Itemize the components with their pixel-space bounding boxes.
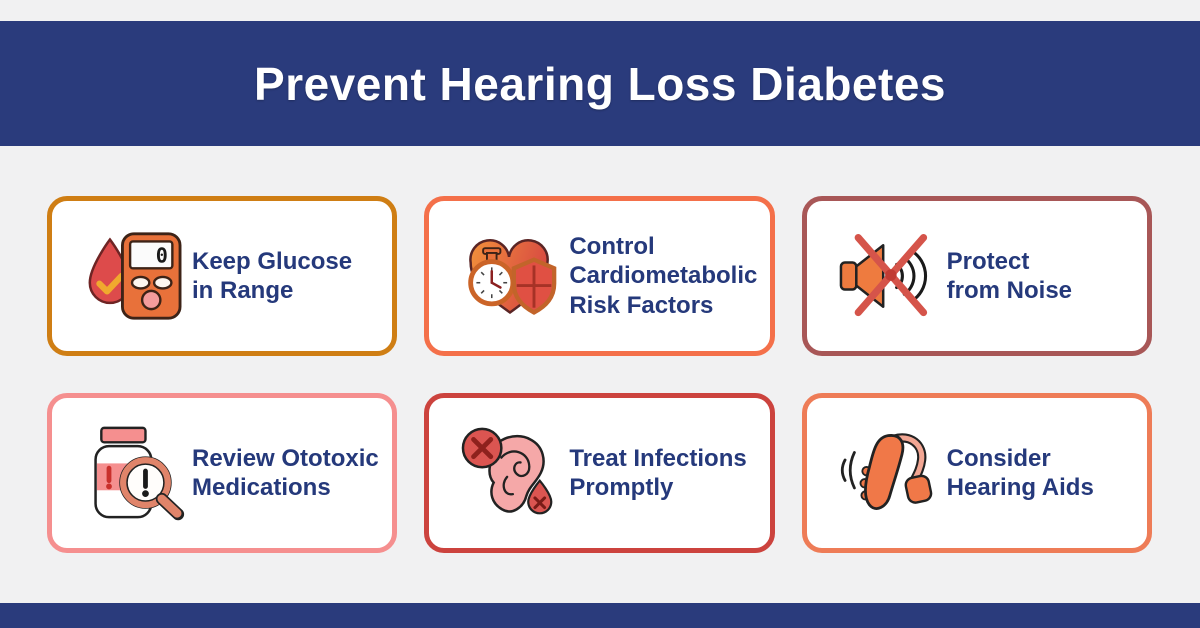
page-title: Prevent Hearing Loss Diabetes [254,57,946,110]
card-protect-from-noise: Protect from Noise [801,196,1152,356]
glucose-meter-icon: 0 [74,228,192,324]
footer-bar [0,603,1200,628]
pill-bottle-magnifier-icon [74,425,192,521]
card-label: Keep Glucose in Range [192,247,353,304]
card-consider-hearing-aids: Consider Hearing Aids [801,393,1152,553]
card-review-ototoxic-medications: Review Ototoxic Medications [47,393,398,553]
card-label: Protect from Noise [946,247,1073,304]
card-label: Review Ototoxic Medications [192,444,379,501]
card-keep-glucose-in-range: 0 Keep Glucose in Range [47,196,398,356]
ear-infection-icon [451,425,569,521]
heart-shield-stopwatch-icon [451,228,569,324]
muted-speaker-icon [829,228,947,324]
card-label: Treat Infections Promptly [569,444,747,501]
hearing-aid-icon [829,425,947,521]
header-bar: Prevent Hearing Loss Diabetes [0,21,1200,146]
cards-grid: 0 Keep Glucose in Range [47,196,1152,553]
card-control-cardiometabolic-risk: Control Cardiometabolic Risk Factors [424,196,775,356]
svg-text:0: 0 [156,244,168,268]
card-label: Consider Hearing Aids [946,444,1094,501]
card-treat-infections-promptly: Treat Infections Promptly [424,393,775,553]
card-label: Control Cardiometabolic Risk Factors [569,233,758,319]
